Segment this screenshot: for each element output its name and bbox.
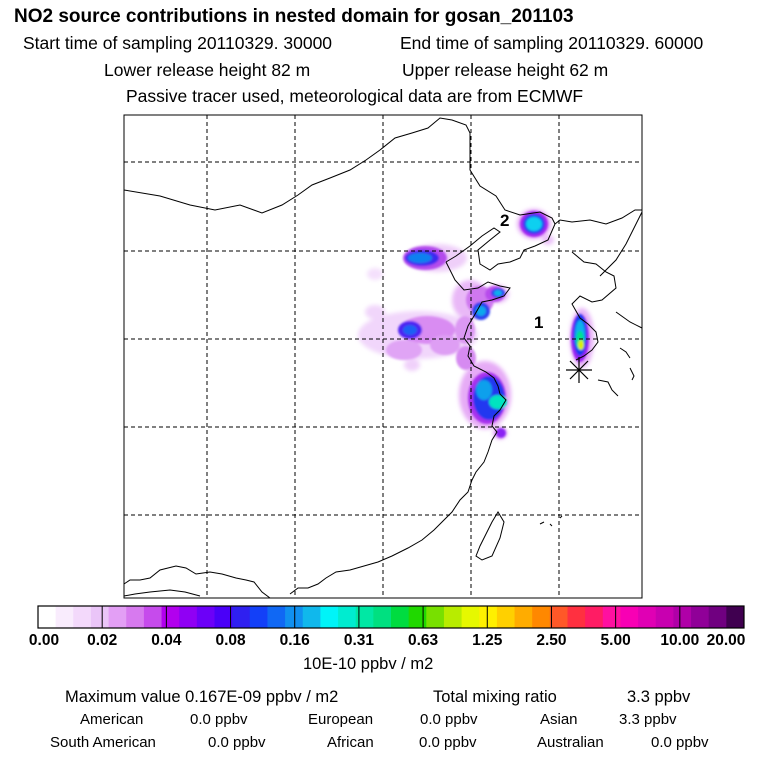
plume-core-layer: [386, 211, 589, 438]
end-time-label: End time of sampling 20110329. 60000: [400, 33, 704, 53]
colorbar-cell: [38, 606, 57, 628]
colorbar-cell: [496, 606, 516, 628]
colorbar-cell: [143, 606, 163, 628]
colorbar-cell: [426, 606, 445, 628]
colorbar-cell: [196, 606, 215, 628]
colorbar-cell: [320, 606, 339, 628]
start-time-label: Start time of sampling 20110329. 30000: [23, 33, 333, 53]
colorbar-cell: [567, 606, 586, 628]
colorbar-cell: [408, 606, 427, 628]
colorbar-cell: [55, 606, 74, 628]
coastlines: [123, 117, 643, 599]
colorbar-unit: 10E-10 ppbv / m2: [303, 655, 434, 673]
colorbar-tick-label: 0.02: [87, 632, 118, 649]
colorbar-cell: [655, 606, 674, 628]
colorbar-tick-label: 0.04: [151, 632, 182, 649]
colorbar-cell: [302, 606, 321, 628]
colorbar-cell: [708, 606, 727, 628]
colorbar-tick-label: 10.00: [660, 632, 700, 649]
total-mixing-value: 3.3 ppbv: [627, 688, 691, 706]
colorbar-cell: [691, 606, 710, 628]
colorbar-cell: [391, 606, 410, 628]
region-value-south-american: 0.0 ppbv: [208, 734, 266, 751]
colorbar-cell: [673, 606, 692, 628]
colorbar-tick-label: 0.16: [279, 632, 310, 649]
colorbar-cell: [638, 606, 657, 628]
source-label-2: 2: [500, 211, 509, 230]
source-label-1: 1: [534, 313, 543, 332]
colorbar-tick-label: 0.08: [215, 632, 246, 649]
colorbar-cell: [214, 606, 233, 628]
colorbar-tick-label: 0.31: [343, 632, 374, 649]
upper-release-label: Upper release height 62 m: [402, 60, 609, 80]
colorbar-cell: [161, 606, 180, 628]
map-frame: [123, 114, 643, 599]
region-name-american: American: [80, 711, 144, 728]
colorbar-tick-label: 0.00: [28, 632, 60, 649]
region-value-australian: 0.0 ppbv: [651, 734, 709, 751]
colorbar-cell: [532, 606, 551, 628]
colorbar-cell: [479, 606, 498, 628]
region-name-asian: Asian: [540, 711, 578, 728]
colorbar-tick-label: 0.63: [407, 632, 439, 649]
colorbar-cell: [249, 606, 268, 628]
region-name-australian: Australian: [537, 734, 604, 751]
colorbar-cell: [620, 606, 639, 628]
max-value-label: Maximum value 0.167E-09 ppbv / m2: [65, 688, 339, 706]
tracer-note: Passive tracer used, meteorological data…: [126, 86, 584, 106]
colorbar-cell: [726, 606, 745, 628]
colorbar-cell: [549, 606, 568, 628]
region-name-south-american: South American: [50, 734, 156, 751]
colorbar-cell: [585, 606, 604, 628]
colorbar-tick-label: 20.00: [706, 632, 746, 649]
colorbar-cell: [514, 606, 533, 628]
colorbar-cell: [285, 606, 304, 628]
colorbar-cell: [602, 606, 621, 628]
colorbar-cell: [355, 606, 374, 628]
colorbar-frame: [37, 605, 745, 629]
asterisk-icon: [566, 357, 592, 383]
colorbar-cell: [179, 606, 198, 628]
plot-title: NO2 source contributions in nested domai…: [14, 6, 574, 27]
total-mixing-label: Total mixing ratio: [433, 688, 557, 706]
colorbar-tick-label: 2.50: [536, 632, 567, 649]
colorbar-cell: [373, 606, 392, 628]
colorbar-cell: [461, 606, 480, 628]
region-name-european: European: [308, 711, 374, 728]
colorbar-cell: [267, 606, 286, 628]
colorbar-tick-label: 1.25: [472, 632, 503, 649]
colorbar-cell: [90, 606, 110, 628]
region-value-african: 0.0 ppbv: [419, 734, 477, 751]
colorbar-cell: [338, 606, 357, 628]
graticule: [124, 115, 642, 598]
region-name-african: African: [327, 734, 374, 751]
colorbar-cell: [108, 606, 127, 628]
region-value-asian: 3.3 ppbv: [619, 711, 677, 728]
colorbar-cell: [443, 606, 463, 628]
region-value-european: 0.0 ppbv: [420, 711, 478, 728]
region-value-american: 0.0 ppbv: [190, 711, 248, 728]
colorbar-cell: [232, 606, 251, 628]
colorbar-tick-label: 5.00: [600, 632, 631, 649]
colorbar-cell: [126, 606, 145, 628]
colorbar-cell: [73, 606, 92, 628]
lower-release-label: Lower release height 82 m: [104, 60, 311, 80]
